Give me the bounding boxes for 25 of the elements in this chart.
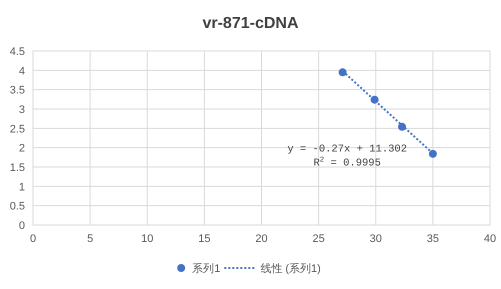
x-tick-label: 30 [370,233,382,245]
y-tick-label: 1.5 [10,162,25,174]
y-tick-label: 0 [18,220,25,232]
y-tick-label: 3.5 [10,84,25,97]
x-tick-label: 20 [255,233,268,245]
x-tick-label: 0 [30,233,36,245]
x-tick-label: 10 [141,233,154,245]
y-tick-label: 4 [18,65,25,78]
x-tick-label: 40 [484,233,496,245]
x-tick-label: 5 [87,233,94,245]
annotation: R$^{2}$ = 0.9995 [313,156,381,170]
y-tick-label: 0.5 [10,200,25,213]
x-tick-label: 35 [426,233,439,245]
legend-label: 线性 (系列1) [260,262,321,275]
legend-label: 系列1 [192,262,220,275]
point [428,150,437,158]
y-tick-label: 4.5 [10,46,25,58]
x-tick-label: 25 [312,233,325,245]
x-tick-label: 15 [198,233,210,245]
y-tick-label: 2.5 [10,123,25,136]
y-tick-label: 3 [18,104,25,116]
y-tick-label: 2 [18,142,25,155]
annotation: y = -0.27x + 11.302 [287,144,408,156]
chart-title: vr-871-cDNA [202,15,299,32]
y-tick-label: 1 [18,181,25,194]
